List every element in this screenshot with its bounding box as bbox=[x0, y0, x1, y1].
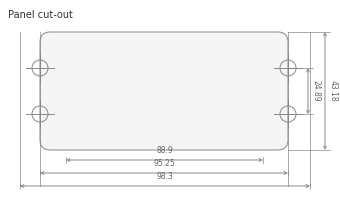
Text: 24.89: 24.89 bbox=[312, 80, 321, 102]
Text: 98.3: 98.3 bbox=[156, 172, 173, 181]
Text: Panel cut-out: Panel cut-out bbox=[8, 10, 73, 20]
Text: 95.25: 95.25 bbox=[153, 159, 175, 168]
FancyBboxPatch shape bbox=[40, 32, 288, 150]
Text: 43.18: 43.18 bbox=[329, 80, 338, 102]
Text: 88.9: 88.9 bbox=[156, 146, 173, 155]
